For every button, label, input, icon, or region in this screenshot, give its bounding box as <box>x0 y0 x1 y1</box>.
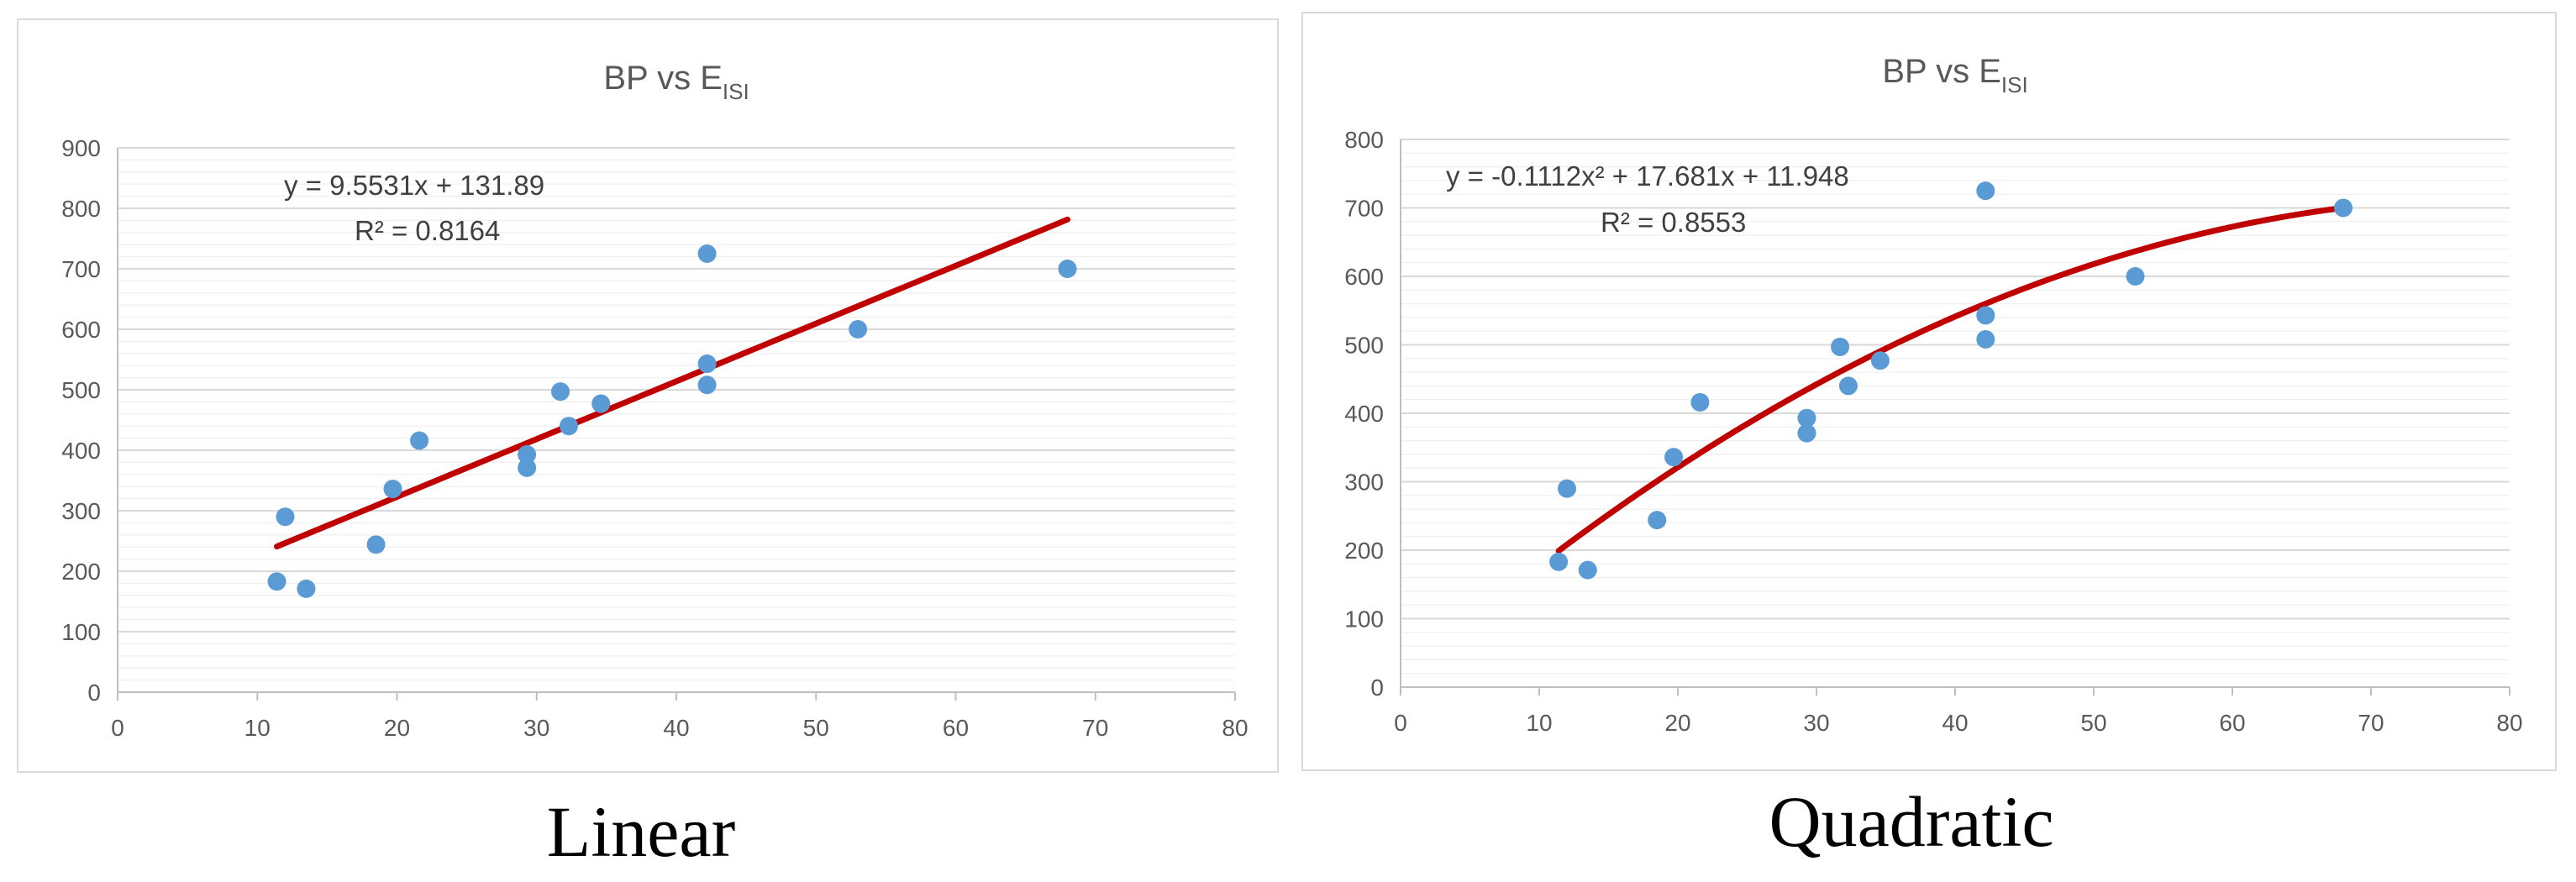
data-point <box>697 244 717 263</box>
x-tick-label: 50 <box>803 715 829 741</box>
quadratic-chart: 0 10 20 30 40 50 60 70 8001002003004005006007008… <box>1344 53 2522 736</box>
trendline-equation: y = -0.1112x² + 17.681x + 11.948 <box>1446 160 1849 192</box>
x-tick-label: 20 <box>1664 710 1690 736</box>
x-tick-label: 40 <box>663 715 689 741</box>
data-point <box>697 375 717 395</box>
chart-title: BP vs EISI <box>1882 53 2027 97</box>
data-point <box>591 394 611 413</box>
y-tick-label: 900 <box>61 135 101 161</box>
r-squared-label: R² = 0.8164 <box>355 215 500 246</box>
y-tick-label: 0 <box>1370 675 1384 701</box>
panel-caption: Linear <box>546 791 736 872</box>
data-point <box>267 572 287 591</box>
data-point <box>1648 511 1667 530</box>
x-tick-label: 10 <box>1526 710 1552 736</box>
x-tick-label: 30 <box>523 715 549 741</box>
x-tick-label: 0 <box>111 715 124 741</box>
data-point <box>559 417 578 436</box>
panel-caption: Quadratic <box>1769 781 2054 862</box>
y-tick-label: 400 <box>1344 401 1384 427</box>
data-point <box>366 535 386 554</box>
chart-title-main: BP vs E <box>1882 53 2001 90</box>
data-point <box>1664 448 1684 467</box>
x-tick-label: 60 <box>2219 710 2245 736</box>
y-tick-label: 600 <box>61 317 101 343</box>
x-tick-label: 70 <box>2358 710 2384 736</box>
y-tick-label: 300 <box>61 498 101 524</box>
data-point <box>1976 329 1995 349</box>
y-tick-label: 300 <box>1344 470 1384 496</box>
trendline-equation: y = 9.5531x + 131.89 <box>284 170 544 201</box>
chart-title: BP vs EISI <box>603 60 749 104</box>
chart-title-subscript: ISI <box>2001 72 2028 97</box>
data-point <box>1831 337 1850 356</box>
x-tick-label: 30 <box>1803 710 1829 736</box>
data-point <box>2126 267 2145 286</box>
y-tick-label: 400 <box>61 438 101 464</box>
y-tick-label: 200 <box>1344 538 1384 564</box>
x-tick-label: 10 <box>244 715 271 741</box>
data-point <box>697 354 717 374</box>
data-points <box>267 244 1077 598</box>
data-point <box>383 480 402 499</box>
y-tick-label: 500 <box>1344 333 1384 359</box>
data-points <box>1549 181 2353 580</box>
data-point <box>551 382 570 402</box>
y-tick-label: 0 <box>87 680 101 706</box>
quadratic-panel: 0 10 20 30 40 50 60 70 80 0 100 200 300 400 500 600 700 8… <box>1288 0 2576 882</box>
data-point <box>1549 552 1569 571</box>
y-tick-label: 100 <box>61 619 101 645</box>
y-tick-label: 100 <box>1344 606 1384 633</box>
trendline <box>1555 204 2347 554</box>
gridlines <box>118 147 1235 693</box>
y-tick-label: 800 <box>61 196 101 222</box>
data-point <box>1690 392 1710 412</box>
x-tick-label: 80 <box>1222 715 1248 741</box>
data-point <box>518 445 537 465</box>
trendline <box>274 216 1070 550</box>
x-tick-label: 20 <box>384 715 410 741</box>
x-tick-label: 60 <box>943 715 969 741</box>
chart-title-main: BP vs E <box>603 60 723 97</box>
data-point <box>1870 351 1890 370</box>
data-point <box>2334 198 2353 218</box>
y-tick-label: 800 <box>1344 127 1384 153</box>
linear-chart: 0 10 20 30 40 50 60 70 8001002003004005006007008… <box>61 60 1248 741</box>
chart-frame: 0 10 20 30 40 50 60 70 80 0 100 200 300 400 500 600 700 8… <box>1301 12 2557 771</box>
y-tick-label: 600 <box>1344 264 1384 290</box>
y-tick-label: 700 <box>61 256 101 282</box>
y-tick-label: 700 <box>1344 196 1384 222</box>
data-point <box>1797 423 1816 443</box>
gridlines <box>1401 139 2510 688</box>
x-tick-label: 70 <box>1082 715 1108 741</box>
x-tick-label: 80 <box>2496 710 2522 736</box>
chart-frame: 0 10 20 30 40 50 60 70 80 0 100 200 300 400 500 600 700 8… <box>17 18 1279 773</box>
data-point <box>410 431 429 450</box>
data-point <box>849 320 868 339</box>
data-point <box>1797 408 1816 428</box>
data-point <box>1976 306 1995 325</box>
x-tick-label: 0 <box>1394 710 1407 736</box>
y-tick-label: 200 <box>61 559 101 585</box>
data-point <box>1976 181 1995 201</box>
data-point <box>1578 560 1597 580</box>
y-tick-label: 500 <box>61 377 101 403</box>
data-point <box>1058 260 1077 278</box>
chart-title-subscript: ISI <box>723 79 749 104</box>
data-point <box>297 579 316 598</box>
data-point <box>518 458 537 477</box>
linear-panel: 0 10 20 30 40 50 60 70 80 0 100 200 300 400 500 600 700 8… <box>17 18 1279 872</box>
x-tick-label: 50 <box>2080 710 2106 736</box>
data-point <box>276 507 295 527</box>
data-point <box>1558 479 1576 498</box>
x-tick-label: 40 <box>1942 710 1968 736</box>
data-point <box>1838 376 1858 396</box>
r-squared-label: R² = 0.8553 <box>1601 207 1746 238</box>
